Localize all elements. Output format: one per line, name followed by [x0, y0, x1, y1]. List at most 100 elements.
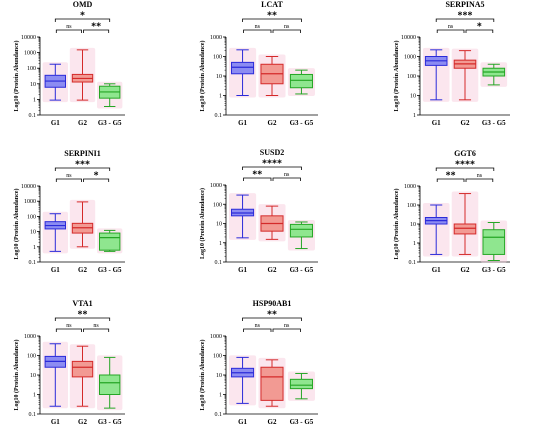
- panel-ggt6: GGT6 Log10 (Protein Abundance) 0.1 1 10 100 10…: [393, 149, 510, 274]
- x-tick-label: G2: [461, 119, 470, 127]
- x-tick-label: G2: [268, 119, 277, 127]
- significance-bracket: [55, 328, 82, 332]
- y-axis-label: Log10 (Protein Abundance): [13, 340, 20, 411]
- panel-title: SERPINI1: [64, 149, 100, 158]
- y-axis-label: Log10 (Protein Abundance): [199, 188, 206, 259]
- x-tick-label: G2: [78, 418, 87, 426]
- y-axis-label: Log10 (Protein Abundance): [393, 41, 400, 112]
- significance-bracket: [83, 29, 110, 33]
- y-tick-label: 100: [27, 214, 36, 220]
- significance-label: **: [267, 11, 277, 22]
- box-body: [99, 374, 121, 395]
- significance-label: ****: [262, 159, 282, 170]
- x-tick-label: G2: [268, 418, 277, 426]
- y-tick-label: 10: [30, 82, 36, 88]
- y-tick-label: 0.1: [215, 260, 223, 266]
- y-axis-label: Log10 (Protein Abundance): [13, 189, 20, 260]
- significance-bracket: [54, 317, 111, 321]
- panel-serpina5: SERPINA5 Log10 (Protein Abundance) 1 10 100 1…: [393, 0, 510, 127]
- significance-label: *: [94, 171, 99, 182]
- significance-bracket: [83, 328, 110, 332]
- y-tick-label: 10: [30, 230, 36, 236]
- x-tick-label: G1: [432, 119, 441, 127]
- significance-label: **: [78, 310, 88, 321]
- panel-vta1: VTA1 Log10 (Protein Abundance) 0.1 1 10 100 10…: [13, 299, 125, 426]
- significance-label: ns: [93, 323, 99, 329]
- significance-label: **: [446, 171, 456, 182]
- panel-serpini1: SERPINI1 Log10 (Protein Abundance) 0.1 1 10 1…: [13, 149, 125, 274]
- significance-label: ns: [284, 172, 290, 178]
- y-tick-label: 10000: [21, 184, 36, 190]
- y-tick-label: 1: [219, 94, 222, 100]
- significance-label: ****: [455, 160, 475, 171]
- y-tick-label: 100: [407, 203, 416, 209]
- panel-title: LCAT: [261, 0, 283, 9]
- y-axis-label: Log10 (Protein Abundance): [199, 41, 206, 112]
- panel-susd2: SUSD2 Log10 (Protein Abundance) 0.1 1 10 100 1…: [199, 148, 318, 274]
- box-body: [289, 378, 313, 390]
- y-tick-label: 1: [219, 393, 222, 399]
- y-tick-label: 1: [33, 97, 36, 103]
- y-axis-label: Log10 (Protein Abundance): [393, 189, 400, 260]
- y-tick-label: 10: [216, 222, 222, 228]
- significance-bracket: [54, 18, 111, 22]
- y-tick-label: 1000: [24, 334, 36, 340]
- y-tick-label: 10: [216, 74, 222, 80]
- y-tick-label: 10000: [401, 35, 416, 41]
- box-body: [289, 73, 313, 89]
- x-tick-label: G3 - G5: [290, 418, 314, 426]
- y-tick-label: 0.1: [29, 113, 37, 119]
- y-tick-label: 10: [410, 94, 416, 100]
- significance-bracket: [436, 178, 465, 182]
- significance-label: **: [91, 22, 101, 33]
- significance-bracket: [55, 29, 82, 33]
- significance-label: *: [80, 11, 85, 22]
- x-tick-label: G3 - G5: [290, 266, 314, 274]
- y-tick-label: 0.1: [215, 412, 223, 418]
- x-tick-label: G1: [51, 266, 60, 274]
- y-tick-label: 1000: [210, 35, 222, 41]
- panel-title: HSP90AB1: [253, 299, 292, 308]
- y-tick-label: 1000: [404, 184, 416, 190]
- y-tick-label: 1000: [210, 183, 222, 189]
- y-tick-label: 1: [219, 241, 222, 247]
- y-tick-label: 100: [213, 354, 222, 360]
- significance-bracket: [83, 178, 110, 182]
- x-tick-label: G3 - G5: [98, 119, 122, 127]
- significance-label: ns: [66, 323, 72, 329]
- x-tick-label: G1: [51, 119, 60, 127]
- significance-label: ns: [66, 173, 72, 179]
- x-tick-label: G1: [238, 266, 247, 274]
- y-tick-label: 1: [413, 241, 416, 247]
- y-tick-label: 10000: [21, 35, 36, 41]
- x-tick-label: G3 - G5: [482, 119, 506, 127]
- significance-bracket: [435, 18, 495, 22]
- panel-omd: OMD Log10 (Protein Abundance) 0.1 1 10 100 100…: [13, 0, 125, 127]
- significance-bracket: [272, 328, 301, 332]
- y-tick-label: 1000: [210, 334, 222, 340]
- significance-label: ns: [477, 173, 483, 179]
- box-body: [231, 61, 255, 75]
- y-tick-label: 100: [407, 74, 416, 80]
- x-tick-label: G1: [51, 418, 60, 426]
- significance-label: ns: [255, 24, 261, 30]
- y-tick-label: 100: [27, 66, 36, 72]
- panel-title: SERPINA5: [445, 0, 484, 9]
- significance-label: ns: [284, 24, 290, 30]
- significance-bracket: [435, 167, 495, 171]
- box-body: [260, 366, 284, 401]
- y-tick-label: 10: [216, 373, 222, 379]
- x-tick-label: G3 - G5: [482, 266, 506, 274]
- x-tick-label: G1: [432, 266, 441, 274]
- x-tick-label: G1: [238, 418, 247, 426]
- x-tick-label: G3 - G5: [98, 418, 122, 426]
- box-body: [289, 223, 313, 238]
- significance-label: ns: [448, 24, 454, 30]
- box-body: [482, 229, 506, 255]
- significance-label: **: [252, 170, 262, 181]
- y-tick-label: 1: [413, 113, 416, 119]
- box-body: [99, 232, 121, 251]
- y-tick-label: 1: [33, 393, 36, 399]
- x-tick-label: G1: [238, 119, 247, 127]
